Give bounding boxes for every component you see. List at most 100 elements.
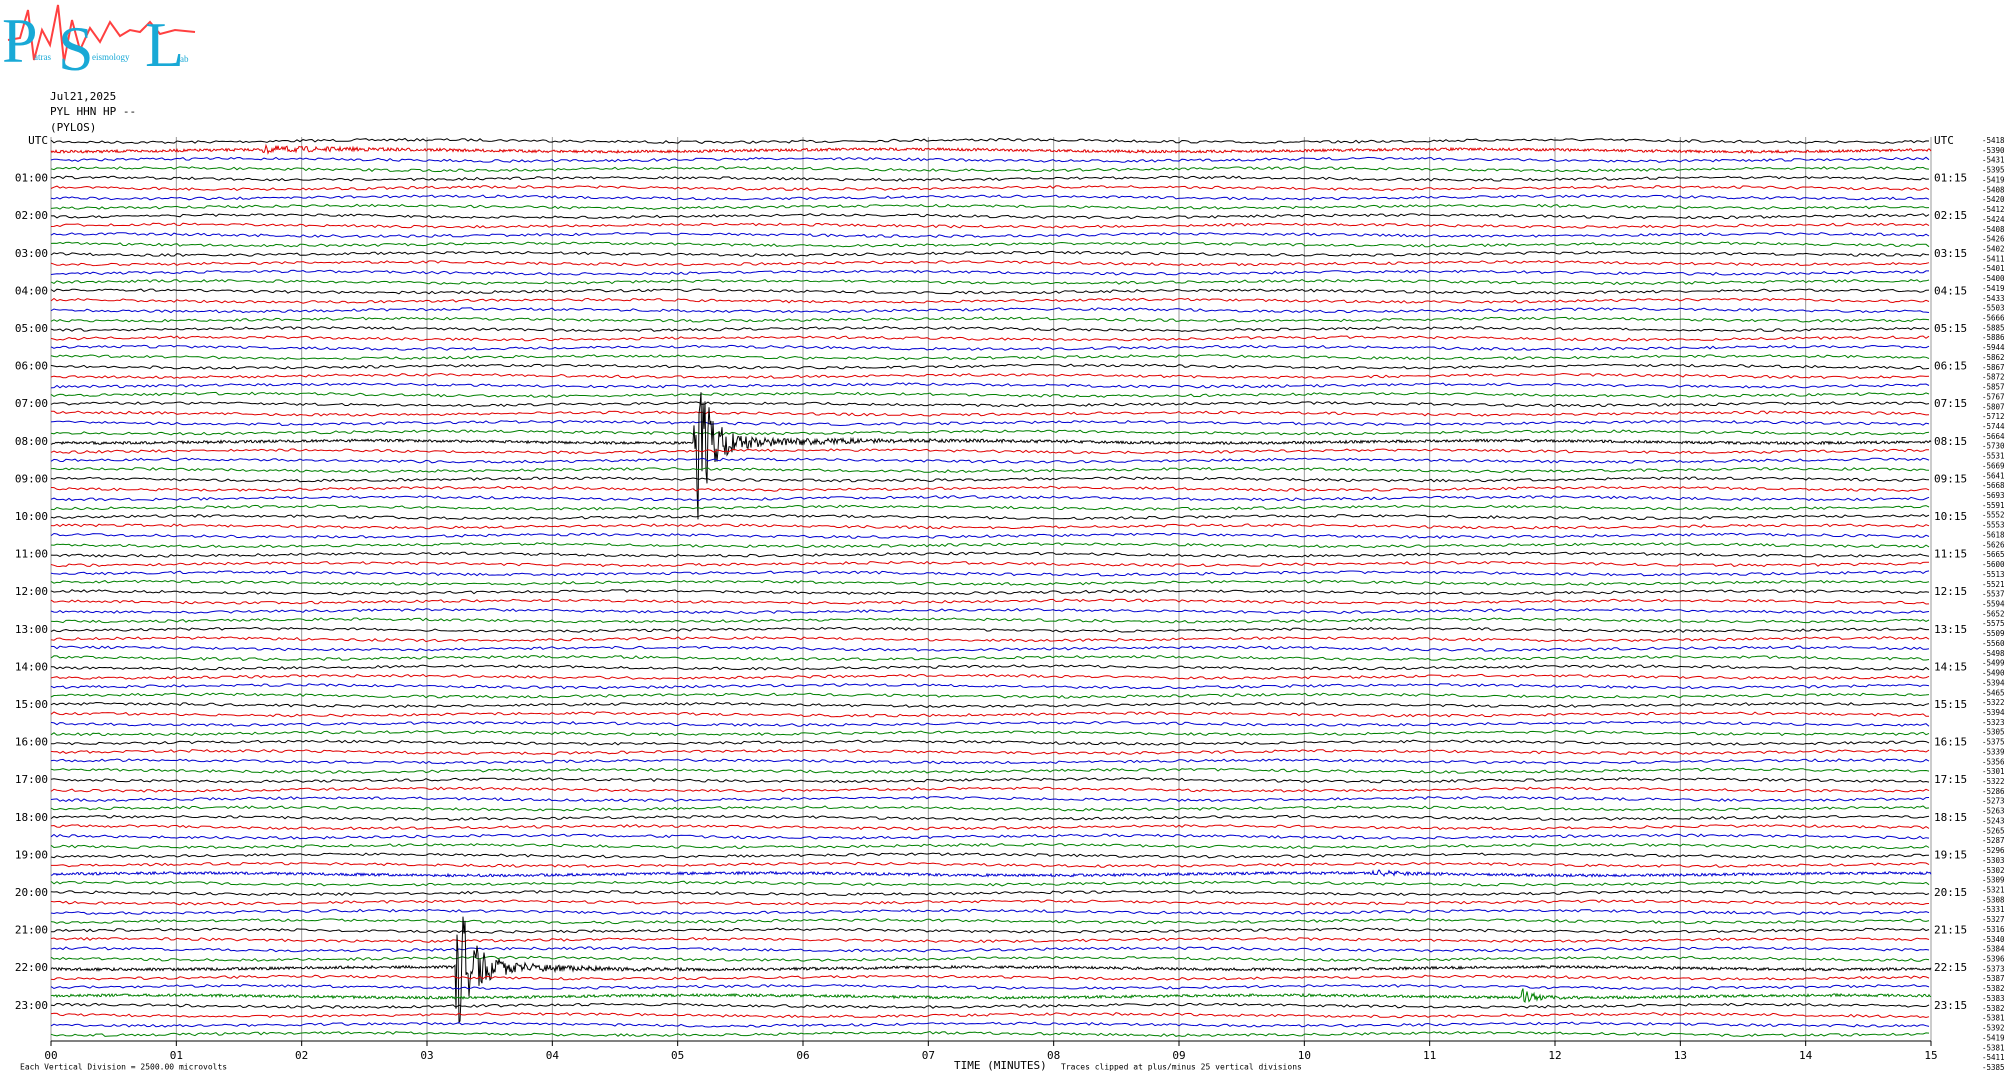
offset-label: -5537 [1982,590,2005,599]
trace [50,260,1930,267]
trace [50,589,1930,596]
axis-title: TIME (MINUTES) [954,1059,1047,1072]
trace [50,869,1932,878]
offset-label: -5641 [1982,471,2005,480]
offset-label: -5385 [1982,1063,2005,1072]
offset-label: -5600 [1982,560,2005,569]
offset-label: -5433 [1982,294,2005,303]
offset-label: -5394 [1982,708,2005,717]
offset-label: -5552 [1982,511,2005,520]
trace [50,936,1930,944]
offset-label: -5322 [1982,777,2005,786]
x-tick-label: 07 [922,1049,935,1062]
x-tick-label: 01 [170,1049,183,1062]
trace [50,156,1930,163]
trace [50,504,1930,511]
offset-label: -5419 [1982,175,2005,184]
offset-label: -5885 [1982,323,2005,332]
trace [50,974,1930,981]
offset-label: -5669 [1982,461,2005,470]
offset-label: -5419 [1982,284,2005,293]
logo-word: ab [180,54,189,64]
right-time-label: 01:15 [1934,172,1967,185]
offset-label: -5303 [1982,856,2005,865]
trace [50,908,1930,915]
offset-label: -5744 [1982,422,2005,431]
trace [50,777,1930,784]
logo-word: eismology [92,52,130,62]
trace [50,429,1930,436]
x-tick-label: 12 [1548,1049,1561,1062]
trace [50,288,1930,295]
offset-label: -5867 [1982,363,2005,372]
x-tick-label: 04 [546,1049,560,1062]
trace [50,241,1930,248]
trace [50,382,1930,389]
trace [50,749,1930,756]
right-time-label: 23:15 [1934,999,1967,1012]
left-time-label: 19:00 [15,848,48,861]
offset-label: -5503 [1982,304,2005,313]
offset-label: -5375 [1982,738,2005,747]
offset-label: -5301 [1982,767,2005,776]
offset-label: -5390 [1982,146,2005,155]
logo-letter: P [2,5,38,76]
offset-label: -5426 [1982,235,2005,244]
offset-label: -5394 [1982,678,2005,687]
trace [50,730,1930,737]
offset-label: -5412 [1982,205,2005,214]
trace [50,916,1932,1024]
trace [50,269,1929,276]
trace [50,1002,1930,1009]
offset-label: -5381 [1982,1014,2005,1023]
right-time-label: 14:15 [1934,660,1967,673]
trace [50,250,1930,257]
trace [50,1030,1930,1037]
right-time-label: UTC [1934,134,1954,147]
trace [50,391,1930,398]
left-time-label: 13:00 [15,623,48,636]
offset-label: -5944 [1982,343,2005,352]
offset-label: -5693 [1982,491,2005,500]
offset-label: -5305 [1982,728,2005,737]
left-time-label: UTC [28,134,48,147]
right-time-label: 10:15 [1934,510,1967,523]
trace [50,654,1930,661]
trace [50,203,1930,210]
trace [50,532,1930,539]
left-time-label: 18:00 [15,811,48,824]
trace [50,166,1930,173]
left-time-label: 09:00 [15,472,48,485]
left-time-label: 04:00 [15,284,48,297]
trace [50,984,1930,991]
offset-label: -5575 [1982,619,2005,628]
trace [50,495,1930,502]
offset-label: -5668 [1982,481,2005,490]
trace [50,410,1930,417]
right-time-label: 09:15 [1934,472,1967,485]
right-time-label: 04:15 [1934,284,1967,297]
x-tick-label: 08 [1047,1049,1060,1062]
trace [50,918,1930,925]
offset-label: -5321 [1982,885,2005,894]
x-tick-label: 11 [1423,1049,1436,1062]
trace [50,344,1930,351]
offset-label: -5308 [1982,895,2005,904]
offset-label: -5411 [1982,1053,2005,1062]
offset-label: -5381 [1982,1043,2005,1052]
offset-label: -5862 [1982,353,2005,362]
offset-label: -5382 [1982,1004,2005,1013]
offset-label: -5411 [1982,254,2005,263]
trace [50,513,1930,521]
offset-label: -5531 [1982,452,2005,461]
footer-clip-note: Traces clipped at plus/minus 25 vertical… [1061,1063,1302,1072]
right-time-label: 19:15 [1934,848,1967,861]
trace [50,814,1930,821]
trace [50,551,1930,558]
header-date: Jul21,2025 [50,90,116,103]
left-time-label: 16:00 [15,736,48,749]
trace [50,617,1930,624]
x-tick-label: 10 [1298,1049,1311,1062]
left-time-label: 21:00 [15,924,48,937]
trace [50,392,1932,520]
